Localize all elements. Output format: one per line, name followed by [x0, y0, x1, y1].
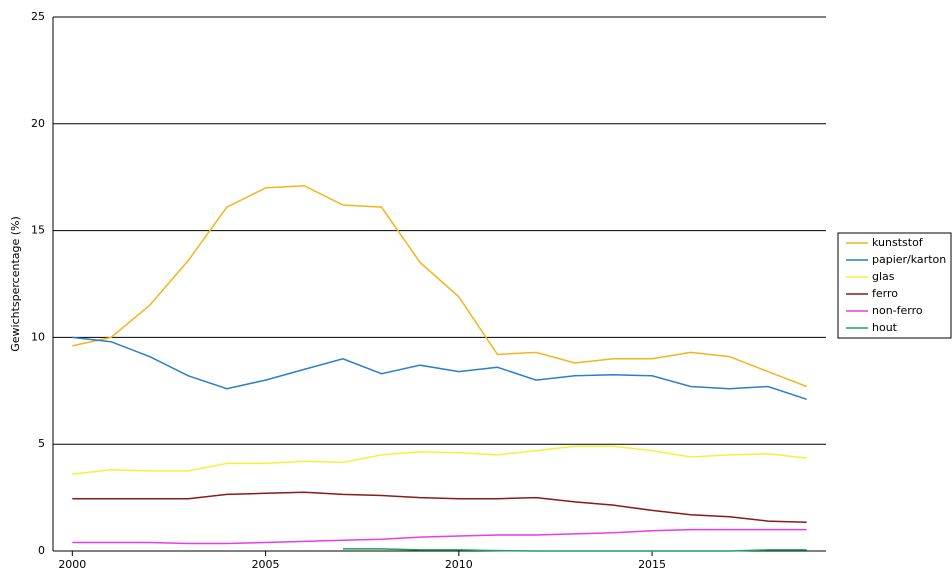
x-tick-label: 2005	[252, 558, 280, 571]
y-tick-label: 5	[38, 437, 45, 450]
y-tick-label: 0	[38, 544, 45, 557]
legend-label: non-ferro	[872, 304, 923, 317]
series-line	[72, 184, 807, 388]
legend-label: kunststof	[872, 236, 924, 249]
y-tick-label: 10	[31, 330, 45, 343]
legend-box	[837, 232, 952, 339]
series-line	[72, 528, 807, 545]
legend-label: glas	[872, 270, 895, 283]
y-axis-label: Gewichtspercentage (%)	[9, 216, 22, 352]
legend-label: ferro	[872, 287, 898, 300]
x-tick-label: 2015	[638, 558, 666, 571]
legend-label: hout	[872, 321, 898, 334]
series-line	[342, 548, 807, 552]
legend-label: papier/karton	[872, 253, 946, 266]
y-tick-label: 20	[31, 117, 45, 130]
series-line	[72, 336, 807, 401]
x-tick-label: 2000	[58, 558, 86, 571]
y-tick-label: 25	[31, 10, 45, 23]
x-tick-label: 2010	[445, 558, 473, 571]
y-tick-label: 15	[31, 224, 45, 237]
series-line	[72, 445, 807, 475]
series-line	[72, 491, 807, 523]
